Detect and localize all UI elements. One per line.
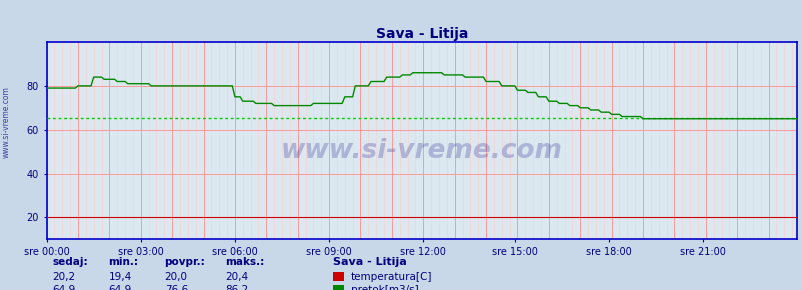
Text: 19,4: 19,4 (108, 272, 132, 282)
Text: www.si-vreme.com: www.si-vreme.com (2, 86, 11, 158)
Text: Sava - Litija: Sava - Litija (333, 257, 407, 267)
Text: 20,4: 20,4 (225, 272, 248, 282)
Text: 64,9: 64,9 (108, 285, 132, 290)
Text: 76,6: 76,6 (164, 285, 188, 290)
Text: povpr.:: povpr.: (164, 257, 205, 267)
Text: min.:: min.: (108, 257, 138, 267)
Text: temperatura[C]: temperatura[C] (350, 272, 431, 282)
Text: maks.:: maks.: (225, 257, 264, 267)
Text: 86,2: 86,2 (225, 285, 248, 290)
Text: 20,2: 20,2 (52, 272, 75, 282)
Text: pretok[m3/s]: pretok[m3/s] (350, 285, 418, 290)
Text: www.si-vreme.com: www.si-vreme.com (281, 137, 562, 164)
Text: 20,0: 20,0 (164, 272, 188, 282)
Title: Sava - Litija: Sava - Litija (375, 27, 468, 41)
Text: sedaj:: sedaj: (52, 257, 87, 267)
Text: 64,9: 64,9 (52, 285, 75, 290)
